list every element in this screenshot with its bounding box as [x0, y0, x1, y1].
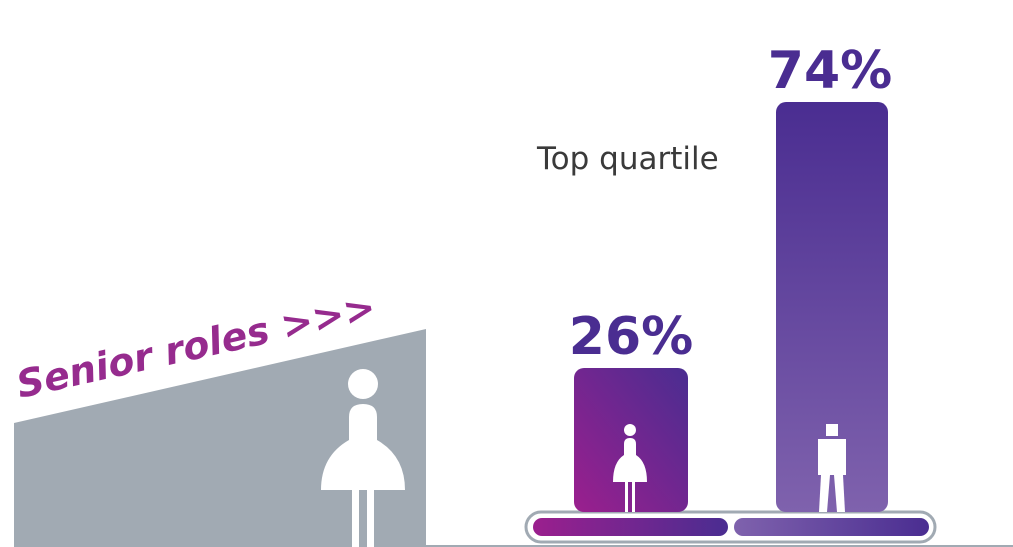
- bar-men: [776, 102, 888, 512]
- base-rail: [524, 510, 937, 544]
- senior-roles-ramp: [14, 329, 426, 547]
- top-quartile-label: Top quartile: [536, 141, 719, 177]
- value-label-men: 74%: [768, 41, 892, 101]
- woman-icon: [613, 424, 647, 512]
- man-icon: [818, 424, 846, 512]
- value-label-women: 26%: [569, 307, 693, 367]
- woman-icon: [321, 369, 405, 547]
